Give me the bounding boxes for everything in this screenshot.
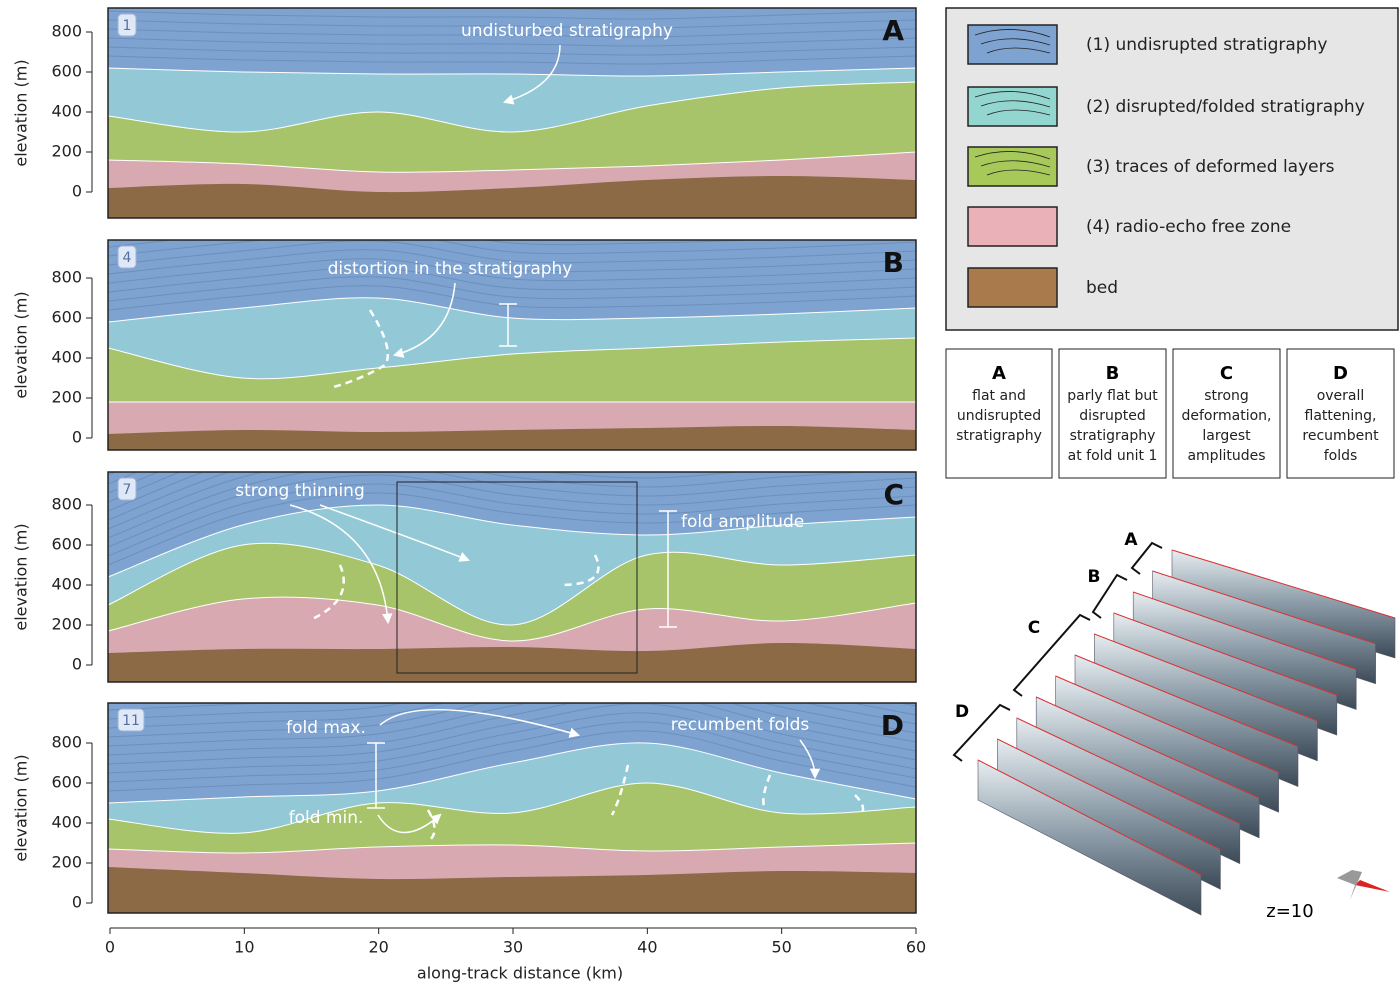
y-tick-label: 600 [51, 62, 82, 81]
legend-label: (2) disrupted/folded stratigraphy [1086, 97, 1365, 117]
x-tick-label: 50 [771, 938, 791, 957]
y-tick-label: 200 [51, 615, 82, 634]
y-axis-label: elevation (m) [12, 291, 31, 398]
description-line: strong [1204, 388, 1249, 404]
panel-number: 11 [122, 713, 140, 729]
description-line: overall [1317, 388, 1365, 404]
panel-number: 1 [123, 18, 132, 34]
y-tick-label: 0 [72, 428, 82, 447]
panel-letter: A [882, 14, 904, 47]
y-axis-label: elevation (m) [12, 754, 31, 861]
y-tick-label: 600 [51, 535, 82, 554]
y-tick-label: 0 [72, 893, 82, 912]
description-line: stratigraphy [1070, 428, 1156, 444]
legend-label: (1) undisrupted stratigraphy [1086, 35, 1327, 55]
description-line: folds [1324, 448, 1358, 464]
description-line: disrupted [1079, 408, 1146, 424]
panel-number: 4 [123, 250, 132, 266]
panel-number: 7 [123, 482, 132, 498]
inset-label: A [1124, 530, 1138, 550]
y-tick-label: 400 [51, 102, 82, 121]
description-line: undisrupted [957, 408, 1041, 424]
description-line: amplitudes [1187, 448, 1265, 464]
y-tick-label: 200 [51, 853, 82, 872]
description-letter: B [1106, 363, 1120, 384]
legend-swatch [968, 207, 1057, 246]
panel-letter: B [883, 246, 904, 279]
annotation: fold amplitude [681, 512, 804, 532]
x-tick-label: 10 [234, 938, 254, 957]
y-tick-label: 800 [51, 733, 82, 752]
description-line: deformation, [1182, 408, 1272, 424]
y-tick-label: 0 [72, 182, 82, 201]
y-tick-label: 600 [51, 773, 82, 792]
annotation: strong thinning [235, 481, 365, 501]
x-tick-label: 60 [906, 938, 926, 957]
panel-letter: D [881, 709, 904, 742]
inset-label: C [1028, 618, 1040, 638]
annotation: recumbent folds [671, 715, 810, 735]
legend-swatch [968, 25, 1057, 64]
x-tick-label: 40 [637, 938, 657, 957]
y-tick-label: 400 [51, 575, 82, 594]
annotation: distortion in the stratigraphy [328, 259, 573, 279]
layer-boundary [108, 643, 916, 687]
y-tick-label: 200 [51, 142, 82, 161]
description-line: parly flat but [1067, 388, 1158, 404]
x-axis-label: along-track distance (km) [417, 964, 623, 983]
y-axis-label: elevation (m) [12, 59, 31, 166]
y-tick-label: 800 [51, 268, 82, 287]
y-tick-label: 400 [51, 348, 82, 367]
y-tick-label: 400 [51, 813, 82, 832]
annotation: undisturbed stratigraphy [461, 21, 673, 41]
description-line: largest [1202, 428, 1251, 444]
description-letter: D [1333, 363, 1348, 384]
description-line: flattening, [1305, 408, 1377, 424]
y-tick-label: 600 [51, 308, 82, 327]
legend-label: (3) traces of deformed layers [1086, 157, 1335, 177]
radar-layer [108, 0, 916, 1]
description-line: flat and [972, 388, 1026, 404]
compass-red [1355, 880, 1390, 892]
annotation: fold max. [286, 718, 366, 738]
description-line: at fold unit 1 [1068, 448, 1158, 464]
inset-label: B [1088, 567, 1101, 587]
legend-swatch [968, 268, 1057, 307]
description-letter: C [1220, 363, 1233, 384]
x-tick-label: 0 [105, 938, 115, 957]
inset-caption: z=10 [1266, 901, 1313, 922]
x-tick-label: 30 [503, 938, 523, 957]
y-tick-label: 800 [51, 22, 82, 41]
figure: 0200400600800elevation (m)1A020040060080… [0, 0, 1400, 987]
description-letter: A [992, 363, 1006, 384]
legend-label: (4) radio-echo free zone [1086, 217, 1291, 237]
y-tick-label: 800 [51, 495, 82, 514]
figure-canvas: 0200400600800elevation (m)1A020040060080… [0, 0, 1400, 987]
legend-label: bed [1086, 278, 1118, 298]
y-tick-label: 0 [72, 655, 82, 674]
annotation: fold min. [289, 808, 364, 828]
description-line: stratigraphy [956, 428, 1042, 444]
legend-swatch [968, 87, 1057, 126]
y-tick-label: 200 [51, 388, 82, 407]
panel-letter: C [883, 478, 904, 511]
legend-swatch [968, 147, 1057, 186]
y-axis-label: elevation (m) [12, 523, 31, 630]
inset-label: D [955, 702, 969, 722]
description-line: recumbent [1302, 428, 1379, 444]
x-tick-label: 20 [368, 938, 388, 957]
